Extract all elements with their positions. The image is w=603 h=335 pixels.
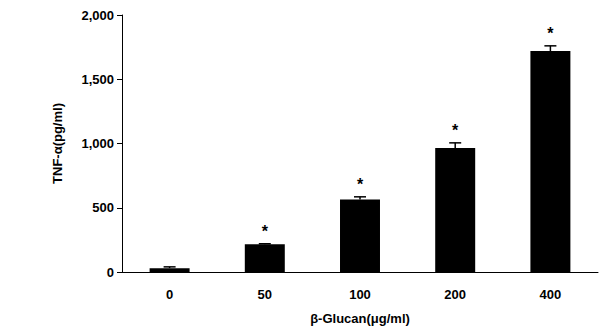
svg-text:1,000: 1,000	[81, 136, 114, 151]
svg-text:*: *	[262, 223, 269, 240]
svg-text:2,000: 2,000	[81, 8, 114, 23]
svg-text:β-Glucan(μg/ml): β-Glucan(μg/ml)	[310, 311, 410, 326]
svg-text:1,500: 1,500	[81, 72, 114, 87]
svg-text:200: 200	[444, 287, 466, 302]
svg-text:50: 50	[258, 287, 272, 302]
svg-text:0: 0	[166, 287, 173, 302]
svg-text:500: 500	[92, 200, 114, 215]
svg-text:TNF-α(pg/ml): TNF-α(pg/ml)	[50, 103, 65, 184]
svg-text:0: 0	[107, 265, 114, 280]
svg-text:100: 100	[349, 287, 371, 302]
svg-text:400: 400	[540, 287, 562, 302]
svg-text:*: *	[357, 176, 364, 193]
svg-text:*: *	[547, 25, 554, 42]
svg-text:*: *	[452, 122, 459, 139]
